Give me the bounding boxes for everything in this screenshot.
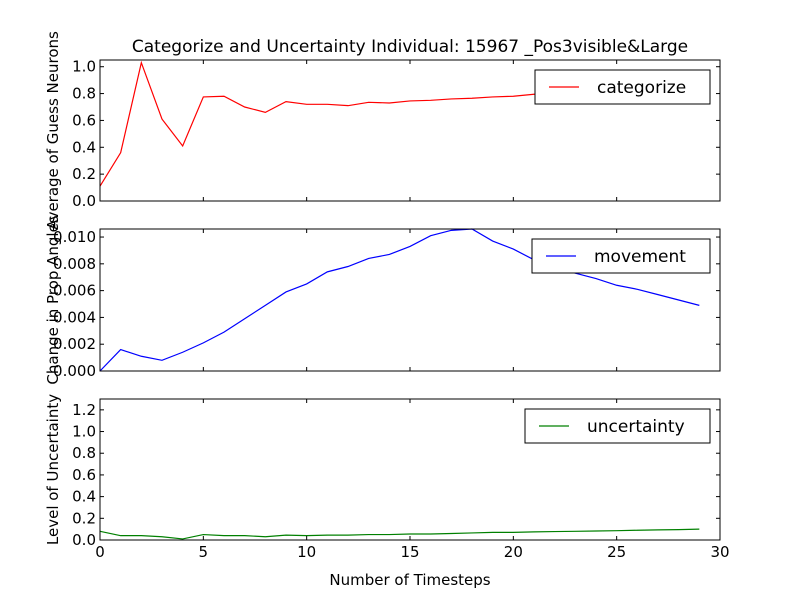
y-tick-label: 0.010 — [53, 228, 96, 246]
axes-frame — [99, 59, 721, 202]
x-tick-label: 5 — [199, 543, 209, 561]
y-tick-label: 0.004 — [53, 308, 96, 326]
y-tick-label: 0.4 — [72, 488, 96, 506]
axes-frame — [99, 228, 721, 372]
uncertainty-series-line — [99, 528, 700, 540]
uncertainty-legend-label: uncertainty — [587, 417, 685, 437]
y-tick-label: 1.0 — [72, 58, 96, 76]
y-tick-label: 0.006 — [53, 282, 96, 300]
y-tick-label: 1.2 — [72, 401, 96, 419]
y-tick-label: 0.6 — [72, 111, 96, 129]
chart-title: Categorize and Uncertainty Individual: 1… — [132, 37, 688, 57]
x-tick-label: 25 — [607, 543, 626, 561]
x-tick-label: 20 — [504, 543, 523, 561]
y-axis-label: Level of Uncertainty — [44, 394, 62, 545]
y-tick-label: 0.4 — [72, 138, 96, 156]
y-tick-label: 0.2 — [72, 165, 96, 183]
subplot-categorize: 0.0 0.2 0.4 0.6 0.8 1.0 Average of Guess Neuro… — [44, 31, 721, 230]
y-tick-label: 1.0 — [72, 423, 96, 441]
y-tick-label: 0.2 — [72, 509, 96, 527]
x-axis-label: Number of Timesteps — [329, 571, 490, 589]
y-tick-label: 0.008 — [53, 255, 96, 273]
x-tick-label: 30 — [710, 543, 729, 561]
x-tick-label: 15 — [400, 543, 419, 561]
y-tick-label: 0.0 — [72, 192, 96, 210]
movement-series-line — [99, 228, 700, 372]
y-tick-label: 0.8 — [72, 444, 96, 462]
subplot-uncertainty: 0.0 0.2 0.4 0.6 0.8 1.0 1.2 0 5 10 15 20 25 30 Level o… — [44, 394, 730, 561]
x-tick-label: 0 — [95, 543, 105, 561]
y-tick-label: 0.6 — [72, 466, 96, 484]
axes-frame — [99, 398, 721, 541]
y-axis-label: Change in Prop Angles — [44, 215, 62, 384]
y-tick-label: 0.0 — [72, 531, 96, 549]
movement-legend-label: movement — [594, 247, 686, 267]
y-tick-label: 0.002 — [53, 335, 96, 353]
y-tick-label: 0.000 — [53, 362, 96, 380]
y-axis-label: Average of Guess Neurons — [44, 31, 62, 230]
y-tick-label: 0.8 — [72, 85, 96, 103]
categorize-legend-label: categorize — [597, 78, 686, 98]
x-tick-label: 10 — [297, 543, 316, 561]
